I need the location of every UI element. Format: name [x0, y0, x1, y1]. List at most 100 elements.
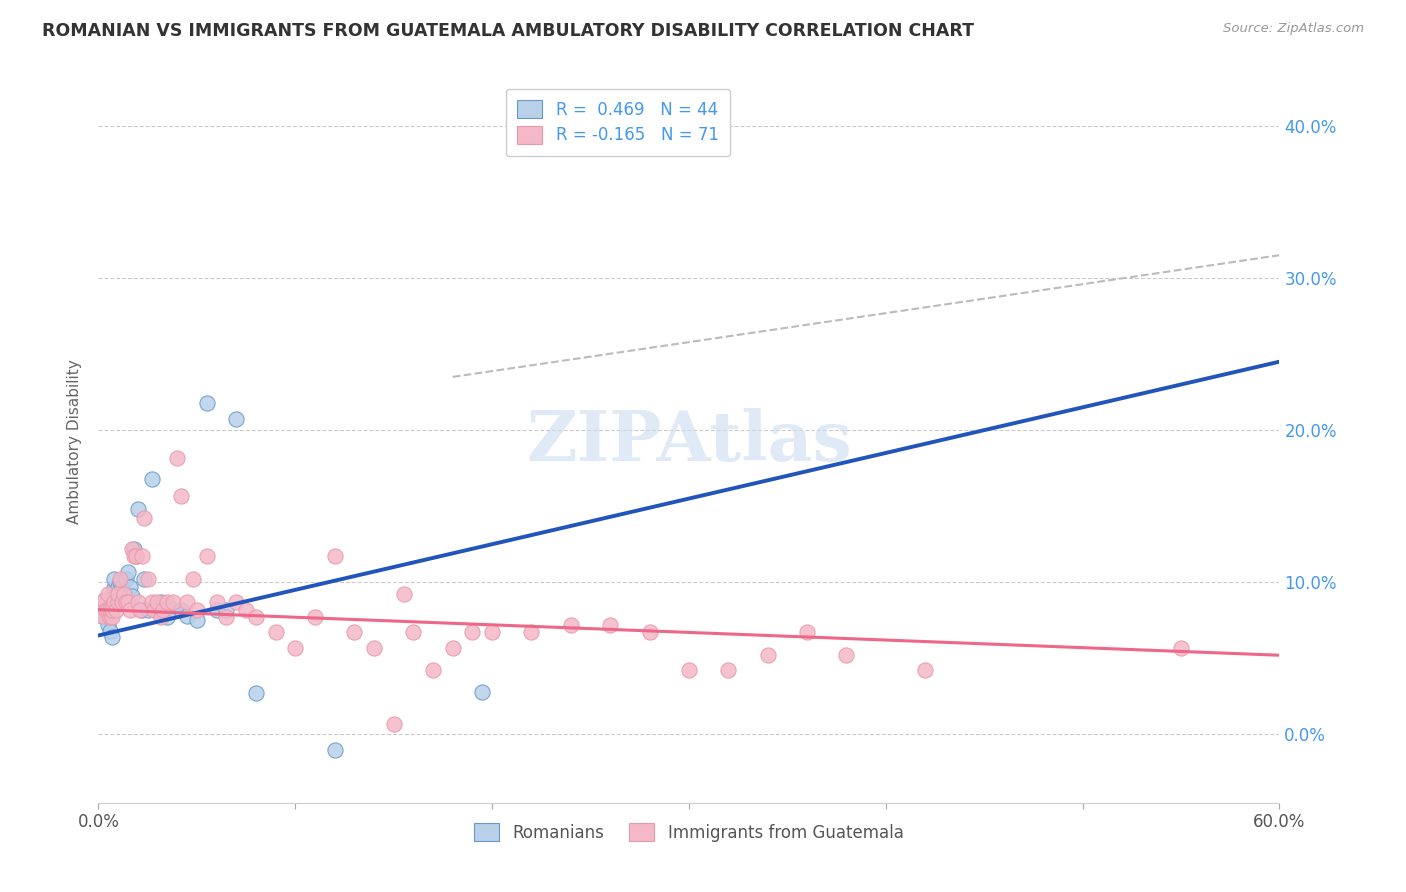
Point [101, 597, 124, 611]
Point [89, 602, 111, 616]
Point [156, 595, 179, 609]
Point [323, 742, 346, 756]
Point [264, 625, 287, 640]
Point [146, 602, 169, 616]
Point [98, 593, 121, 607]
Point [382, 716, 405, 731]
Point [150, 610, 173, 624]
Text: ROMANIAN VS IMMIGRANTS FROM GUATEMALA AMBULATORY DISABILITY CORRELATION CHART: ROMANIAN VS IMMIGRANTS FROM GUATEMALA AM… [42, 22, 974, 40]
Point [717, 664, 740, 678]
Point [215, 602, 238, 616]
Point [796, 625, 818, 640]
Point [181, 572, 204, 586]
Point [93, 602, 115, 616]
Point [245, 610, 267, 624]
Point [195, 396, 218, 410]
Point [105, 587, 128, 601]
Point [835, 648, 858, 663]
Point [141, 472, 163, 486]
Point [205, 595, 228, 609]
Point [107, 587, 129, 601]
Point [156, 610, 179, 624]
Point [205, 602, 228, 616]
Point [107, 595, 129, 609]
Point [363, 640, 385, 655]
Point [284, 640, 307, 655]
Point [131, 549, 153, 564]
Point [142, 602, 165, 616]
Point [122, 549, 145, 564]
Point [125, 549, 148, 564]
Point [128, 602, 150, 616]
Point [97, 602, 120, 616]
Point [105, 602, 128, 616]
Point [98, 602, 121, 616]
Point [96, 593, 118, 607]
Point [638, 625, 661, 640]
Point [186, 602, 208, 616]
Point [422, 664, 444, 678]
Point [170, 489, 193, 503]
Point [461, 625, 484, 640]
Point [115, 595, 138, 609]
Point [91, 608, 114, 623]
Point [756, 648, 779, 663]
Point [117, 565, 139, 579]
Point [127, 502, 149, 516]
Point [141, 595, 163, 609]
Point [101, 610, 124, 624]
Point [91, 608, 114, 623]
Point [392, 587, 415, 601]
Point [481, 625, 503, 640]
Point [245, 686, 267, 700]
Point [471, 685, 494, 699]
Point [215, 610, 238, 624]
Point [136, 572, 159, 586]
Point [323, 549, 346, 564]
Point [117, 595, 139, 609]
Point [115, 572, 138, 586]
Point [118, 580, 141, 594]
Point [132, 572, 155, 586]
Point [136, 602, 159, 616]
Text: ZIPAtlas: ZIPAtlas [526, 408, 852, 475]
Point [225, 412, 247, 426]
Point [89, 602, 111, 616]
Point [170, 602, 193, 616]
Text: Source: ZipAtlas.com: Source: ZipAtlas.com [1223, 22, 1364, 36]
Point [122, 541, 145, 556]
Point [112, 587, 135, 601]
Point [121, 541, 143, 556]
Legend: Romanians, Immigrants from Guatemala: Romanians, Immigrants from Guatemala [468, 817, 910, 848]
Point [108, 575, 131, 590]
Point [107, 580, 129, 594]
Point [162, 602, 184, 616]
Point [91, 598, 114, 612]
Point [166, 450, 188, 465]
Point [176, 595, 198, 609]
Point [98, 624, 121, 638]
Point [101, 602, 124, 616]
Point [101, 630, 124, 644]
Point [162, 595, 184, 609]
Point [599, 617, 621, 632]
Point [107, 587, 129, 601]
Point [1170, 640, 1192, 655]
Point [108, 572, 131, 586]
Point [97, 606, 120, 620]
Point [176, 608, 198, 623]
Y-axis label: Ambulatory Disability: Ambulatory Disability [67, 359, 83, 524]
Point [103, 582, 125, 596]
Point [121, 589, 143, 603]
Point [111, 595, 134, 609]
Point [97, 587, 120, 601]
Point [97, 617, 120, 632]
Point [96, 602, 118, 616]
Point [98, 610, 121, 624]
Point [441, 640, 464, 655]
Point [678, 664, 700, 678]
Point [103, 572, 125, 586]
Point [186, 613, 208, 627]
Point [146, 595, 169, 609]
Point [103, 595, 125, 609]
